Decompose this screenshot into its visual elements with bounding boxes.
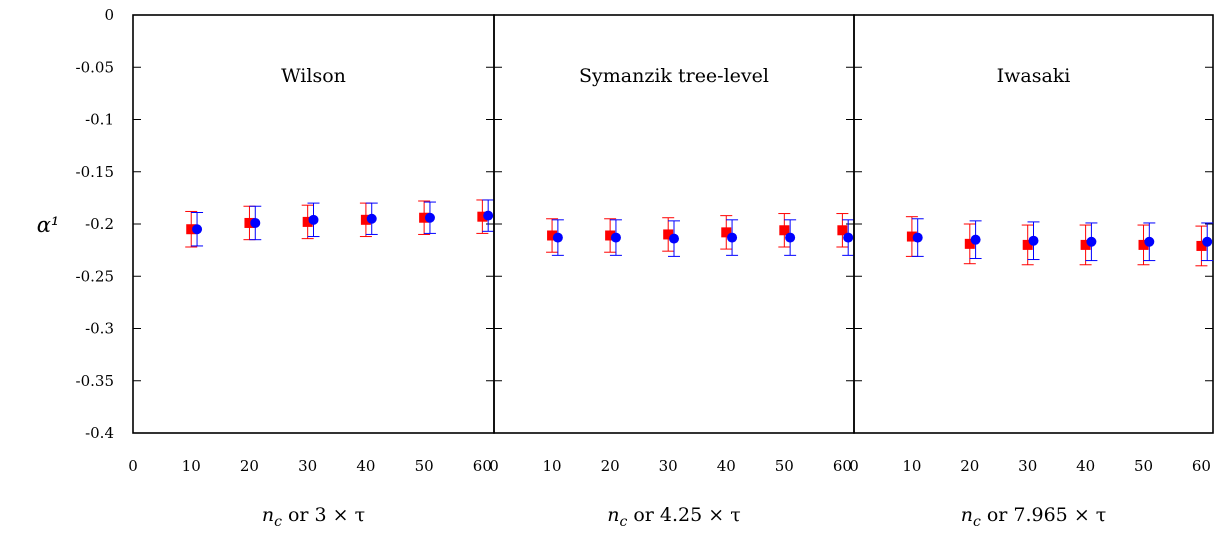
data-point-circle — [424, 212, 435, 223]
x-tick-label: 60 — [833, 457, 852, 475]
x-tick-label: 0 — [489, 457, 499, 475]
data-point-circle — [483, 210, 494, 221]
panel-title: Symanzik tree-level — [579, 65, 769, 87]
x-axis-label-var: n — [961, 504, 973, 526]
x-axis-label-var: n — [607, 504, 619, 526]
x-axis-label: nc or 3 × τ — [262, 504, 365, 530]
x-axis-label: nc or 7.965 × τ — [961, 504, 1107, 530]
y-tick-label: -0.2 — [85, 215, 114, 233]
data-point-square — [1022, 239, 1033, 250]
data-point-square — [419, 212, 430, 223]
data-point-circle — [552, 232, 563, 243]
x-tick-label: 30 — [298, 457, 317, 475]
x-tick-label: 60 — [1192, 457, 1211, 475]
x-tick-label: 40 — [1076, 457, 1095, 475]
x-tick-label: 10 — [902, 457, 921, 475]
x-tick-label: 10 — [182, 457, 201, 475]
x-tick-label: 60 — [473, 457, 492, 475]
y-axis-label: α¹ — [37, 213, 60, 237]
y-tick-label: -0.15 — [76, 163, 114, 181]
panel-title: Iwasaki — [997, 65, 1071, 87]
x-tick-label: 40 — [717, 457, 736, 475]
x-tick-label: 50 — [1134, 457, 1153, 475]
y-tick-label: -0.25 — [76, 267, 114, 285]
x-tick-label: 50 — [775, 457, 794, 475]
panel-title: Wilson — [281, 65, 346, 87]
x-tick-label: 50 — [415, 457, 434, 475]
data-point-square — [906, 231, 917, 242]
x-tick-label: 40 — [356, 457, 375, 475]
data-point-circle — [1202, 236, 1213, 247]
data-point-circle — [192, 224, 203, 235]
data-point-square — [302, 216, 313, 227]
x-tick-label: 0 — [128, 457, 138, 475]
x-tick-label: 20 — [601, 457, 620, 475]
data-point-circle — [970, 234, 981, 245]
data-point-square — [547, 230, 558, 241]
x-axis-label-sub: c — [973, 514, 981, 530]
data-point-square — [1080, 239, 1091, 250]
data-point-square — [837, 225, 848, 236]
x-tick-label: 20 — [240, 457, 259, 475]
x-axis-label-sub: c — [274, 514, 282, 530]
data-point-circle — [912, 232, 923, 243]
data-point-circle — [1144, 236, 1155, 247]
y-tick-label: -0.05 — [76, 58, 114, 76]
data-point-square — [244, 217, 255, 228]
data-point-square — [1196, 240, 1207, 251]
data-point-circle — [843, 232, 854, 243]
x-tick-label: 0 — [849, 457, 859, 475]
x-axis-label: nc or 4.25 × τ — [607, 504, 741, 530]
data-point-square — [663, 229, 674, 240]
data-point-square — [477, 211, 488, 222]
data-point-square — [721, 227, 732, 238]
x-axis-label-rest: or 4.25 × τ — [627, 504, 740, 526]
x-tick-label: 30 — [659, 457, 678, 475]
data-point-square — [1138, 239, 1149, 250]
y-tick-label: -0.4 — [85, 424, 114, 442]
x-axis-label-rest: or 7.965 × τ — [981, 504, 1107, 526]
x-axis-label-var: n — [262, 504, 274, 526]
data-point-circle — [785, 232, 796, 243]
data-point-circle — [727, 232, 738, 243]
x-tick-label: 30 — [1018, 457, 1037, 475]
data-point-square — [605, 230, 616, 241]
data-point-square — [779, 225, 790, 236]
x-tick-label: 10 — [543, 457, 562, 475]
data-point-square — [186, 224, 197, 235]
x-axis-label-sub: c — [619, 514, 627, 530]
data-point-circle — [366, 213, 377, 224]
data-point-circle — [250, 217, 261, 228]
data-point-circle — [1028, 235, 1039, 246]
x-tick-label: 20 — [960, 457, 979, 475]
y-tick-label: -0.1 — [85, 111, 114, 129]
y-tick-label: -0.3 — [85, 320, 114, 338]
data-point-circle — [1086, 236, 1097, 247]
data-point-circle — [308, 214, 319, 225]
y-tick-label: -0.35 — [76, 372, 114, 390]
data-point-circle — [669, 233, 679, 244]
y-tick-label: 0 — [104, 6, 114, 24]
data-point-circle — [610, 232, 621, 243]
x-axis-label-rest: or 3 × τ — [282, 504, 365, 526]
data-point-square — [964, 238, 975, 249]
data-point-square — [360, 214, 371, 225]
